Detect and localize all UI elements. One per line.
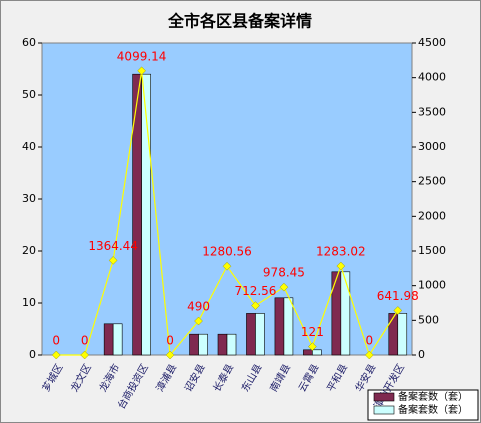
y2-tick-label: 0 — [418, 348, 425, 361]
value-label: 121 — [301, 325, 324, 339]
value-label: 0 — [81, 334, 89, 348]
y-tick-label: 60 — [22, 36, 36, 49]
value-label: 641.98 — [377, 289, 419, 303]
marker — [51, 350, 61, 360]
value-label: 0 — [52, 334, 60, 348]
value-label: 0 — [166, 334, 174, 348]
y-tick-label: 50 — [22, 88, 36, 101]
marker — [194, 316, 203, 326]
value-label: 4099.14 — [117, 49, 167, 63]
bar — [226, 333, 237, 356]
bar — [303, 349, 313, 356]
bar — [217, 333, 228, 356]
legend-swatch — [373, 405, 395, 415]
bar — [103, 323, 114, 356]
y2-tick-label: 2500 — [418, 175, 446, 188]
chart-title: 全市各区县备案详情 — [167, 12, 312, 31]
value-label: 1283.02 — [316, 245, 366, 259]
bar — [141, 73, 151, 356]
legend-label: 备案套数（套） — [398, 390, 468, 403]
y-tick-label: 30 — [22, 192, 36, 205]
value-label: 978.45 — [263, 266, 305, 280]
y2-tick-label: 2000 — [418, 209, 446, 222]
legend-label: 备案套数（套） — [398, 403, 468, 416]
marker — [80, 350, 90, 360]
marker — [137, 66, 146, 76]
marker — [336, 261, 346, 271]
bar — [397, 313, 408, 356]
bar — [132, 73, 142, 356]
bar — [340, 271, 351, 356]
bar — [246, 313, 256, 356]
legend-swatch — [373, 392, 395, 402]
bar — [312, 349, 322, 356]
marker — [308, 342, 317, 351]
bar — [274, 297, 285, 356]
y2-tick-label: 3500 — [418, 105, 446, 118]
value-label: 0 — [365, 334, 373, 348]
bar — [283, 297, 294, 356]
value-label: 712.56 — [234, 284, 276, 298]
bar — [198, 333, 208, 356]
marker — [364, 350, 374, 360]
y-tick-label: 0 — [29, 348, 36, 361]
value-label: 490 — [187, 300, 210, 314]
y2-tick-label: 3000 — [418, 140, 446, 153]
y2-tick-label: 500 — [418, 313, 439, 326]
marker — [108, 256, 118, 265]
y2-tick-label: 4500 — [418, 36, 446, 49]
marker — [251, 301, 260, 310]
marker — [222, 261, 232, 271]
marker — [279, 282, 289, 292]
marker — [165, 350, 175, 360]
bar — [189, 333, 199, 356]
marker — [393, 306, 403, 315]
y-tick-label: 20 — [22, 244, 36, 257]
bar — [255, 313, 265, 356]
bar — [331, 271, 342, 356]
y2-tick-label: 1000 — [418, 279, 446, 292]
y2-tick-label: 4000 — [418, 71, 446, 84]
bar — [112, 323, 123, 356]
bar — [388, 313, 399, 356]
y-tick-label: 10 — [22, 296, 36, 309]
value-label: 1280.56 — [202, 245, 252, 259]
y2-tick-label: 1500 — [418, 244, 446, 257]
plot-area — [41, 42, 413, 356]
y-tick-label: 40 — [22, 140, 36, 153]
value-label: 1364.44 — [88, 239, 138, 253]
